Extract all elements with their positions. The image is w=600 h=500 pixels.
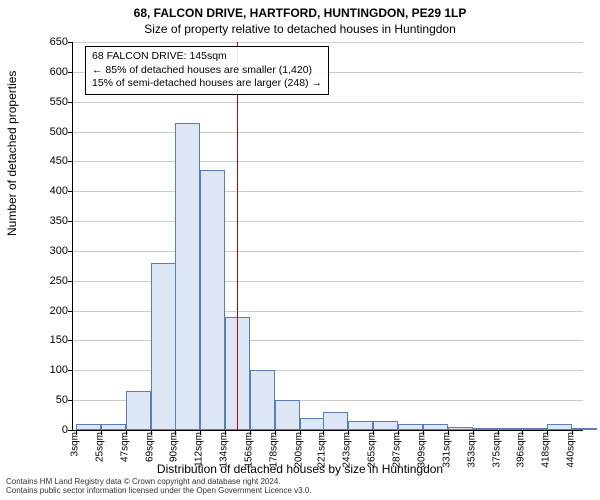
- xtick-label: 353sqm: [467, 432, 478, 468]
- ytick-label: 0: [28, 424, 68, 436]
- histogram-bar: [423, 424, 448, 430]
- ytick-mark: [68, 281, 73, 282]
- footer-line-2: Contains public sector information licen…: [6, 486, 312, 496]
- gridline: [73, 311, 583, 312]
- xtick-label: 156sqm: [243, 432, 254, 468]
- footer-attribution: Contains HM Land Registry data © Crown c…: [6, 477, 312, 496]
- ytick-label: 100: [28, 364, 68, 376]
- ytick-label: 150: [28, 334, 68, 346]
- gridline: [73, 161, 583, 162]
- histogram-bar: [101, 424, 126, 430]
- gridline: [73, 370, 583, 371]
- xtick-label: 287sqm: [392, 432, 403, 468]
- histogram-bar: [200, 170, 225, 430]
- ytick-label: 500: [28, 126, 68, 138]
- histogram-bar: [498, 428, 523, 430]
- ytick-label: 400: [28, 185, 68, 197]
- xtick-label: 396sqm: [515, 432, 526, 468]
- ytick-label: 200: [28, 305, 68, 317]
- ytick-mark: [68, 430, 73, 431]
- histogram-bar: [126, 391, 151, 430]
- gridline: [73, 132, 583, 133]
- annotation-line-1: 68 FALCON DRIVE: 145sqm: [92, 50, 322, 64]
- chart-title-address: 68, FALCON DRIVE, HARTFORD, HUNTINGDON, …: [0, 6, 600, 20]
- xtick-label: 47sqm: [120, 432, 131, 462]
- ytick-mark: [68, 102, 73, 103]
- xtick-label: 309sqm: [417, 432, 428, 468]
- ytick-mark: [68, 191, 73, 192]
- xtick-label: 418sqm: [540, 432, 551, 468]
- xtick-label: 221sqm: [317, 432, 328, 468]
- histogram-bar: [151, 263, 176, 430]
- histogram-bar: [547, 424, 572, 430]
- histogram-bar: [250, 370, 275, 430]
- chart-container: 68, FALCON DRIVE, HARTFORD, HUNTINGDON, …: [0, 0, 600, 500]
- histogram-bar: [398, 424, 423, 430]
- xtick-label: 25sqm: [95, 432, 106, 462]
- histogram-bar: [572, 428, 597, 430]
- annotation-line-3: 15% of semi-detached houses are larger (…: [92, 77, 322, 91]
- histogram-bar: [348, 421, 373, 430]
- ytick-label: 350: [28, 215, 68, 227]
- xtick-label: 69sqm: [145, 432, 156, 462]
- xtick-label: 331sqm: [442, 432, 453, 468]
- plot-area: 68 FALCON DRIVE: 145sqm ← 85% of detache…: [72, 42, 583, 431]
- gridline: [73, 191, 583, 192]
- xtick-label: 134sqm: [218, 432, 229, 468]
- annotation-box: 68 FALCON DRIVE: 145sqm ← 85% of detache…: [85, 46, 329, 95]
- ytick-label: 450: [28, 155, 68, 167]
- y-axis-label: Number of detached properties: [5, 71, 19, 236]
- ytick-mark: [68, 340, 73, 341]
- xtick-label: 200sqm: [293, 432, 304, 468]
- ytick-label: 550: [28, 96, 68, 108]
- ytick-label: 50: [28, 394, 68, 406]
- ytick-mark: [68, 72, 73, 73]
- histogram-bar: [275, 400, 300, 430]
- histogram-bar: [473, 428, 498, 430]
- histogram-bar: [300, 418, 325, 430]
- histogram-bar: [373, 421, 398, 430]
- xtick-label: 90sqm: [169, 432, 180, 462]
- ytick-mark: [68, 400, 73, 401]
- xtick-label: 178sqm: [268, 432, 279, 468]
- gridline: [73, 102, 583, 103]
- ytick-mark: [68, 370, 73, 371]
- histogram-bar: [448, 427, 473, 430]
- histogram-bar: [76, 424, 101, 430]
- chart-subtitle: Size of property relative to detached ho…: [0, 22, 600, 36]
- gridline: [73, 42, 583, 43]
- ytick-label: 650: [28, 36, 68, 48]
- ytick-mark: [68, 251, 73, 252]
- xtick-label: 375sqm: [492, 432, 503, 468]
- ytick-label: 300: [28, 245, 68, 257]
- xtick-label: 112sqm: [193, 432, 204, 467]
- ytick-mark: [68, 132, 73, 133]
- gridline: [73, 340, 583, 341]
- histogram-bar: [522, 428, 547, 430]
- ytick-mark: [68, 221, 73, 222]
- xtick-label: 3sqm: [70, 432, 81, 456]
- ytick-label: 600: [28, 66, 68, 78]
- ytick-mark: [68, 42, 73, 43]
- ytick-mark: [68, 161, 73, 162]
- gridline: [73, 251, 583, 252]
- xtick-label: 243sqm: [342, 432, 353, 468]
- xtick-label: 440sqm: [565, 432, 576, 468]
- ytick-label: 250: [28, 275, 68, 287]
- histogram-bar: [175, 123, 200, 430]
- gridline: [73, 281, 583, 282]
- reference-line: [237, 42, 238, 430]
- xtick-label: 265sqm: [367, 432, 378, 468]
- footer-line-1: Contains HM Land Registry data © Crown c…: [6, 477, 312, 487]
- ytick-mark: [68, 311, 73, 312]
- histogram-bar: [323, 412, 348, 430]
- annotation-line-2: ← 85% of detached houses are smaller (1,…: [92, 64, 322, 78]
- gridline: [73, 221, 583, 222]
